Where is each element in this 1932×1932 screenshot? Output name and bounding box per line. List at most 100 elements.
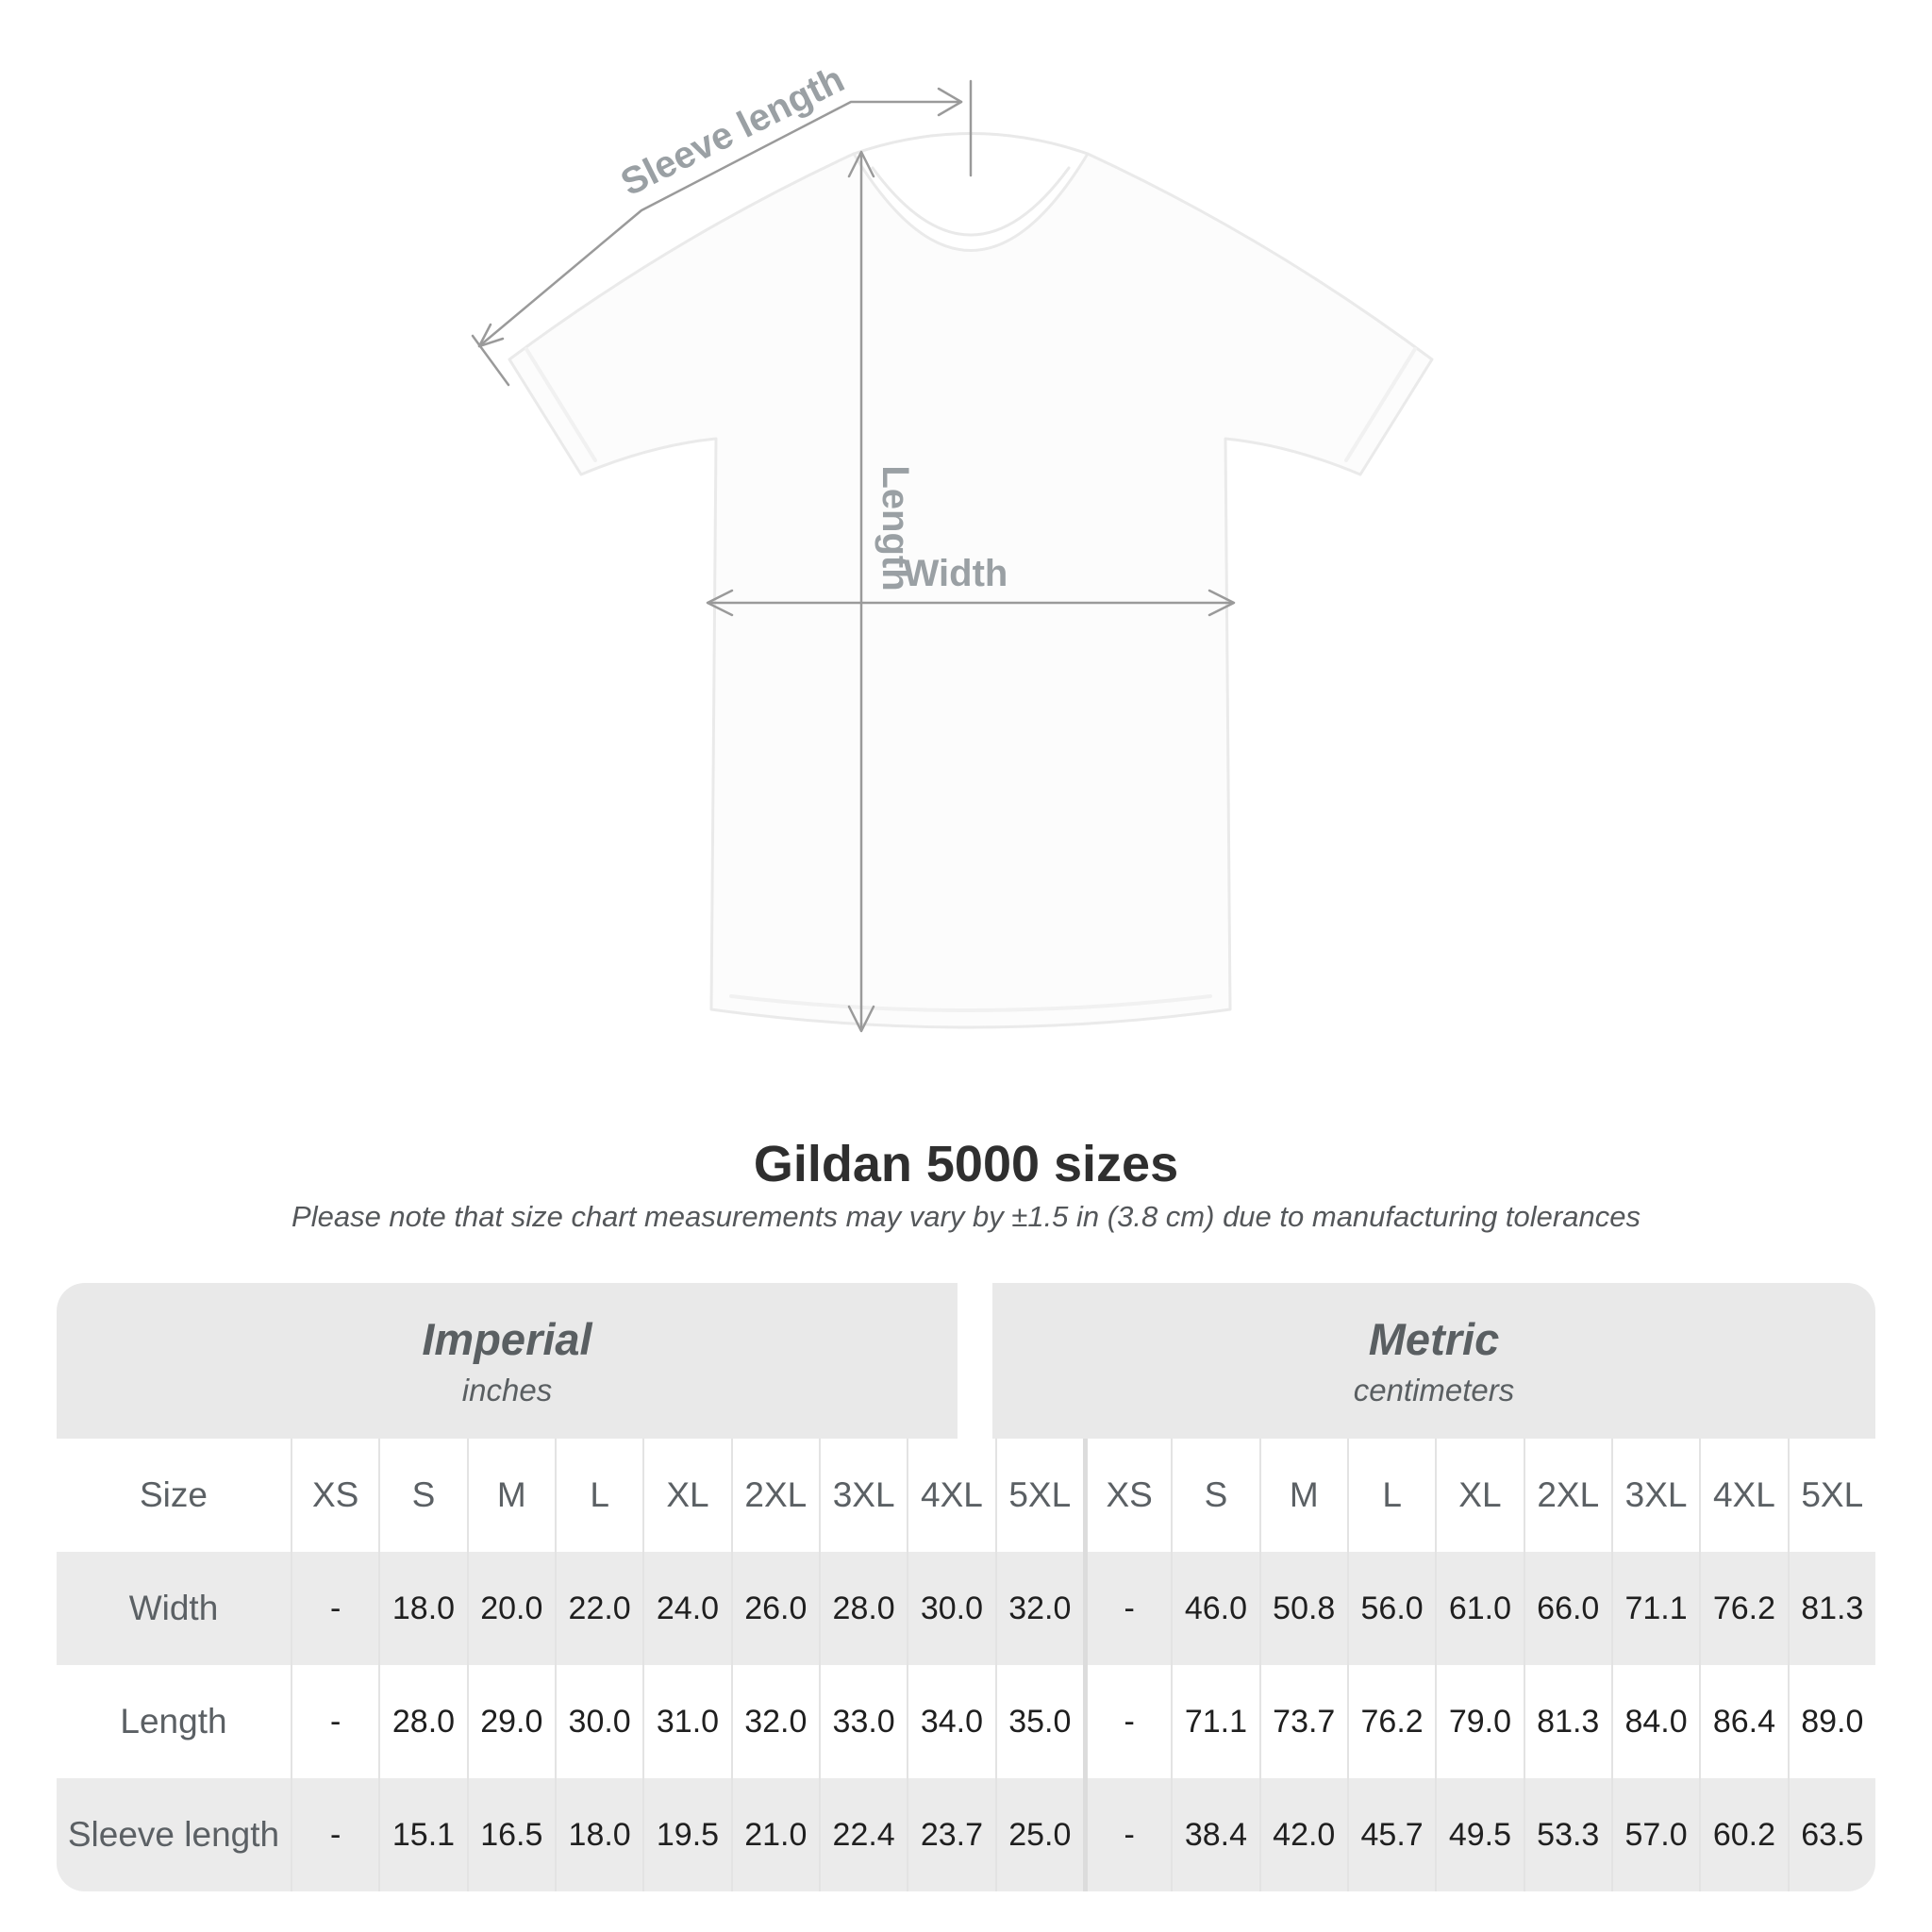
- value-cell: 26.0: [730, 1552, 819, 1665]
- length-annotation: Length: [847, 150, 916, 1033]
- size-col-header: M: [466, 1439, 555, 1552]
- value-cell: 15.1: [378, 1778, 466, 1891]
- value-cell: 50.8: [1258, 1552, 1347, 1665]
- measurements-table: Size XS S M L XL 2XL 3XL 4XL 5XL XS S M …: [57, 1439, 1875, 1891]
- value-cell: 57.0: [1610, 1778, 1699, 1891]
- left-sleeve-hem: [525, 347, 597, 462]
- value-cell: 28.0: [378, 1665, 466, 1778]
- metric-section-title: Metric: [1368, 1314, 1500, 1364]
- length-arrowhead-bottom: [847, 1005, 875, 1033]
- size-col-header: 4XL: [907, 1439, 994, 1552]
- width-annotation: Width: [706, 553, 1236, 617]
- width-arrowhead-left: [706, 589, 734, 617]
- value-cell: -: [1082, 1778, 1171, 1891]
- size-chart-table: Imperial inches Metric centimeters Size …: [57, 1283, 1875, 1891]
- width-label: Width: [904, 553, 1008, 594]
- value-cell: 24.0: [642, 1552, 730, 1665]
- size-col-header: M: [1258, 1439, 1347, 1552]
- value-cell: 18.0: [378, 1552, 466, 1665]
- width-row: Width - 18.0 20.0 22.0 24.0 26.0 28.0 30…: [57, 1552, 1875, 1665]
- sleeve-end-tick: [471, 334, 510, 387]
- value-cell: 28.0: [818, 1552, 907, 1665]
- size-col-header: S: [378, 1439, 466, 1552]
- value-cell: 31.0: [642, 1665, 730, 1778]
- size-col-header: 5XL: [1787, 1439, 1875, 1552]
- size-col-header: L: [554, 1439, 642, 1552]
- value-cell: 84.0: [1610, 1665, 1699, 1778]
- value-cell: 34.0: [907, 1665, 994, 1778]
- value-cell: 56.0: [1346, 1552, 1435, 1665]
- value-cell: 76.2: [1346, 1665, 1435, 1778]
- tolerance-note: Please note that size chart measurements…: [291, 1200, 1641, 1233]
- value-cell: -: [1082, 1552, 1171, 1665]
- value-cell: 81.3: [1523, 1665, 1611, 1778]
- length-label: Length: [874, 465, 916, 591]
- value-cell: 66.0: [1523, 1552, 1611, 1665]
- value-cell: 16.5: [466, 1778, 555, 1891]
- length-arrowhead-top: [847, 150, 875, 178]
- tshirt-outline: [508, 152, 1434, 1029]
- value-cell: 45.7: [1346, 1778, 1435, 1891]
- right-sleeve-hem: [1344, 347, 1417, 462]
- value-cell: 33.0: [818, 1665, 907, 1778]
- hem-shadow: [729, 994, 1212, 1012]
- size-col-header: 3XL: [1610, 1439, 1699, 1552]
- tshirt-illustration: [508, 132, 1434, 1029]
- size-col-header: L: [1346, 1439, 1435, 1552]
- size-col-header: XS: [291, 1439, 378, 1552]
- metric-section-unit: centimeters: [1353, 1373, 1515, 1407]
- size-col-header: 3XL: [818, 1439, 907, 1552]
- page-title: Gildan 5000 sizes: [753, 1136, 1179, 1192]
- value-cell: 23.7: [907, 1778, 994, 1891]
- value-cell: 38.4: [1171, 1778, 1258, 1891]
- row-label: Width: [128, 1589, 219, 1627]
- size-col-header: 4XL: [1699, 1439, 1787, 1552]
- units-header-row: Imperial inches Metric centimeters: [57, 1283, 1875, 1439]
- imperial-section-title: Imperial: [422, 1314, 592, 1364]
- width-arrowhead-right: [1208, 589, 1236, 617]
- value-cell: -: [291, 1665, 378, 1778]
- value-cell: 81.3: [1787, 1552, 1875, 1665]
- value-cell: 89.0: [1787, 1665, 1875, 1778]
- value-cell: 71.1: [1171, 1665, 1258, 1778]
- value-cell: 53.3: [1523, 1778, 1611, 1891]
- imperial-section-unit: inches: [461, 1373, 553, 1407]
- value-cell: -: [291, 1552, 378, 1665]
- value-cell: 49.5: [1435, 1778, 1523, 1891]
- value-cell: 21.0: [730, 1778, 819, 1891]
- sleeve-length-arrow-line: [477, 100, 963, 348]
- length-row: Length - 28.0 29.0 30.0 31.0 32.0 33.0 3…: [57, 1665, 1875, 1778]
- value-cell: 71.1: [1610, 1552, 1699, 1665]
- row-label: Sleeve length: [67, 1815, 280, 1854]
- value-cell: 42.0: [1258, 1778, 1347, 1891]
- row-label: Length: [120, 1702, 227, 1740]
- value-cell: 35.0: [994, 1665, 1083, 1778]
- value-cell: 30.0: [554, 1665, 642, 1778]
- value-cell: 29.0: [466, 1665, 555, 1778]
- collar-inner-band: [871, 166, 1071, 237]
- value-cell: 86.4: [1699, 1665, 1787, 1778]
- value-cell: 32.0: [730, 1665, 819, 1778]
- section-divider: [958, 1283, 992, 1439]
- imperial-section-header: Imperial inches: [57, 1283, 958, 1439]
- value-cell: 46.0: [1171, 1552, 1258, 1665]
- value-cell: 18.0: [554, 1778, 642, 1891]
- value-cell: 20.0: [466, 1552, 555, 1665]
- value-cell: 25.0: [994, 1778, 1083, 1891]
- value-cell: 22.4: [818, 1778, 907, 1891]
- size-header-label: Size: [140, 1475, 208, 1514]
- value-cell: -: [291, 1778, 378, 1891]
- value-cell: 32.0: [994, 1552, 1083, 1665]
- value-cell: 76.2: [1699, 1552, 1787, 1665]
- value-cell: 19.5: [642, 1778, 730, 1891]
- value-cell: 60.2: [1699, 1778, 1787, 1891]
- value-cell: 30.0: [907, 1552, 994, 1665]
- size-col-header: 2XL: [1523, 1439, 1611, 1552]
- value-cell: 79.0: [1435, 1665, 1523, 1778]
- value-cell: 61.0: [1435, 1552, 1523, 1665]
- value-cell: 63.5: [1787, 1778, 1875, 1891]
- value-cell: -: [1082, 1665, 1171, 1778]
- metric-section-header: Metric centimeters: [992, 1283, 1875, 1439]
- value-cell: 73.7: [1258, 1665, 1347, 1778]
- size-header-row: Size XS S M L XL 2XL 3XL 4XL 5XL XS S M …: [57, 1439, 1875, 1552]
